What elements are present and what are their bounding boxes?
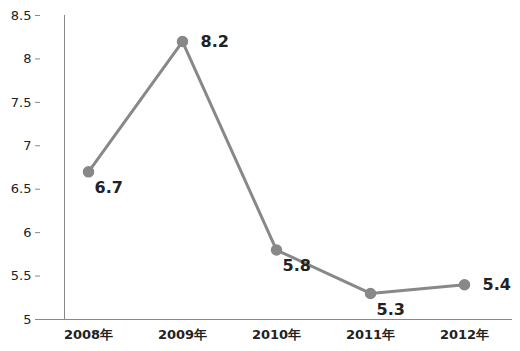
svg-text:6.5: 6.5 (11, 181, 32, 196)
svg-text:8: 8 (23, 51, 31, 66)
svg-text:8.2: 8.2 (201, 32, 229, 51)
svg-text:5.4: 5.4 (483, 275, 511, 294)
svg-text:5.8: 5.8 (283, 256, 311, 275)
svg-text:2008年: 2008年 (64, 327, 113, 342)
svg-text:5.3: 5.3 (377, 300, 405, 319)
svg-text:2011年: 2011年 (346, 327, 395, 342)
svg-text:6: 6 (23, 225, 31, 240)
svg-text:2012年: 2012年 (440, 327, 489, 342)
svg-text:5.5: 5.5 (11, 268, 32, 283)
svg-text:6.7: 6.7 (95, 178, 123, 197)
svg-text:2009年: 2009年 (158, 327, 207, 342)
svg-text:7: 7 (23, 138, 31, 153)
svg-text:2010年: 2010年 (252, 327, 301, 342)
svg-text:5: 5 (23, 312, 31, 327)
svg-text:7.5: 7.5 (11, 95, 32, 110)
svg-text:8.5: 8.5 (11, 8, 32, 23)
